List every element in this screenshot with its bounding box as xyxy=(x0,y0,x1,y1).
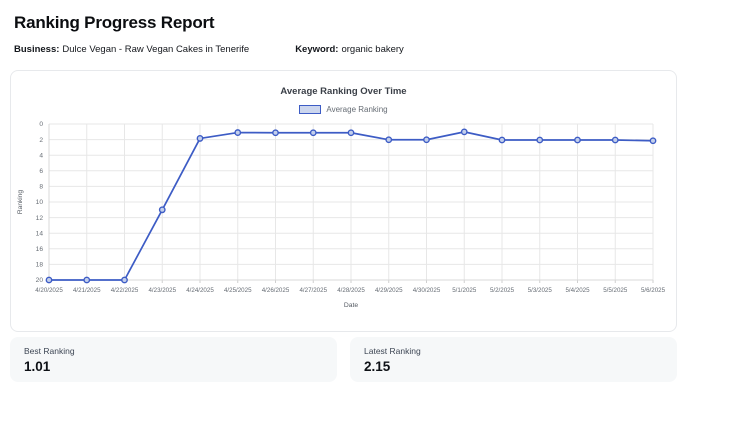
svg-text:20: 20 xyxy=(36,277,44,284)
svg-text:12: 12 xyxy=(36,215,44,222)
ranking-line-chart: 0 2 4 6 8 10 12 14 16 18 20 4/20/2025 4/21/2025 4/22/… xyxy=(17,121,666,309)
svg-text:8: 8 xyxy=(39,184,43,191)
svg-text:5/3/2025: 5/3/2025 xyxy=(528,287,553,294)
svg-text:16: 16 xyxy=(36,246,44,253)
legend-swatch-icon xyxy=(299,105,322,114)
business-label: Business: xyxy=(14,44,60,55)
legend-label: Average Ranking xyxy=(326,105,388,114)
svg-text:4/25/2025: 4/25/2025 xyxy=(224,287,252,294)
svg-text:5/6/2025: 5/6/2025 xyxy=(641,287,666,294)
business-value: Dulce Vegan - Raw Vegan Cakes in Tenerif… xyxy=(62,44,250,55)
ranking-chart-card: Average Ranking Over Time Average Rankin… xyxy=(10,70,677,332)
svg-text:4/22/2025: 4/22/2025 xyxy=(111,287,139,294)
svg-text:6: 6 xyxy=(39,168,43,175)
latest-ranking-card: Latest Ranking 2.15 xyxy=(350,337,677,382)
svg-text:4/26/2025: 4/26/2025 xyxy=(262,287,290,294)
svg-text:18: 18 xyxy=(36,262,44,269)
svg-text:4/23/2025: 4/23/2025 xyxy=(148,287,176,294)
svg-text:5/5/2025: 5/5/2025 xyxy=(603,287,628,294)
svg-text:10: 10 xyxy=(36,199,44,206)
page-title: Ranking Progress Report xyxy=(14,13,215,32)
svg-text:Date: Date xyxy=(344,302,359,309)
svg-text:5/2/2025: 5/2/2025 xyxy=(490,287,515,294)
report-header: Ranking Progress Report Business: Dulce … xyxy=(0,0,740,55)
svg-text:14: 14 xyxy=(36,230,44,237)
chart-legend[interactable]: Average Ranking xyxy=(11,105,676,114)
svg-text:0: 0 xyxy=(39,121,43,128)
best-ranking-label: Best Ranking xyxy=(24,346,75,356)
svg-text:4/21/2025: 4/21/2025 xyxy=(73,287,101,294)
svg-text:4/24/2025: 4/24/2025 xyxy=(186,287,214,294)
svg-text:4/29/2025: 4/29/2025 xyxy=(375,287,403,294)
keyword-value: organic bakery xyxy=(341,44,404,55)
svg-text:2: 2 xyxy=(39,137,43,144)
latest-ranking-value: 2.15 xyxy=(364,359,391,374)
svg-text:5/1/2025: 5/1/2025 xyxy=(452,287,477,294)
svg-text:4/28/2025: 4/28/2025 xyxy=(337,287,365,294)
best-ranking-card: Best Ranking 1.01 xyxy=(10,337,337,382)
svg-text:4/30/2025: 4/30/2025 xyxy=(413,287,441,294)
svg-text:Ranking: Ranking xyxy=(17,190,24,215)
latest-ranking-label: Latest Ranking xyxy=(364,346,421,356)
best-ranking-value: 1.01 xyxy=(24,359,51,374)
summary-cards: Best Ranking 1.01 Latest Ranking 2.15 xyxy=(10,337,677,382)
keyword-group: Keyword: organic bakery xyxy=(295,44,404,55)
svg-text:4/20/2025: 4/20/2025 xyxy=(35,287,63,294)
svg-text:5/4/2025: 5/4/2025 xyxy=(565,287,590,294)
keyword-label: Keyword: xyxy=(295,44,339,55)
chart-title: Average Ranking Over Time xyxy=(280,86,407,97)
svg-text:4/27/2025: 4/27/2025 xyxy=(299,287,327,294)
report-meta: Business: Dulce Vegan - Raw Vegan Cakes … xyxy=(14,44,740,55)
svg-text:4: 4 xyxy=(39,152,43,159)
